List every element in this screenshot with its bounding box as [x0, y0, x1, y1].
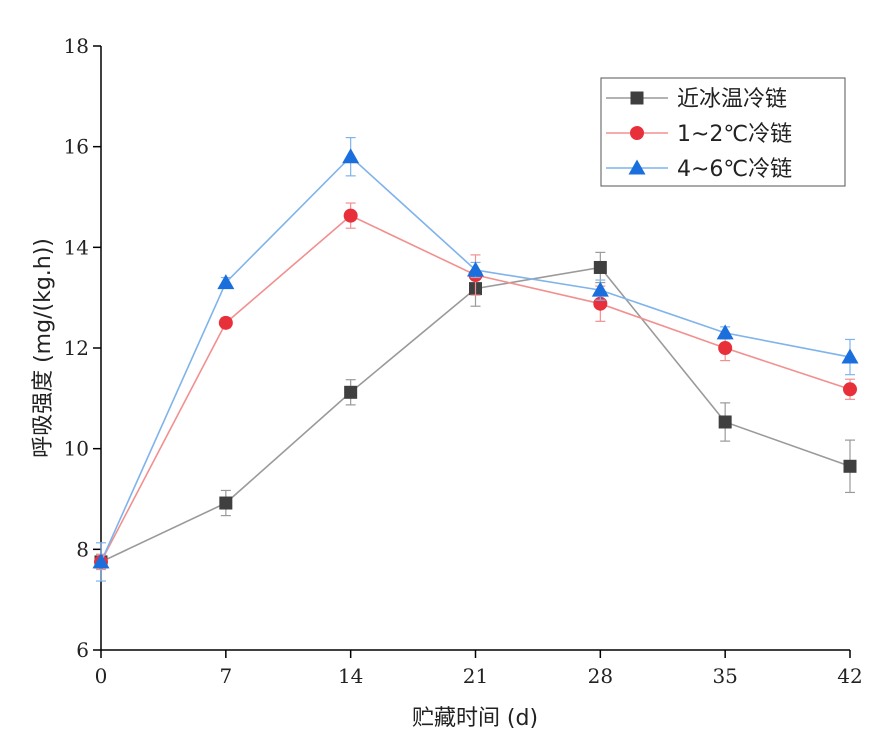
data-point-triangle — [217, 274, 235, 290]
data-point-circle — [718, 341, 733, 355]
legend-marker-circle — [630, 126, 644, 140]
data-point-triangle — [92, 553, 110, 569]
x-tick-label: 7 — [219, 664, 232, 688]
y-ticks: 6 8 10 12 14 16 18 — [64, 34, 101, 662]
legend-label: 4~6℃冷链 — [677, 157, 792, 182]
series-line — [100, 155, 851, 563]
legend-marker-square — [630, 91, 644, 105]
x-tick-label: 35 — [712, 664, 737, 688]
y-tick-label: 16 — [64, 135, 89, 159]
legend-label: 1~2℃冷链 — [677, 122, 792, 147]
x-tick-label: 28 — [588, 664, 613, 688]
data-point-square — [718, 415, 732, 429]
y-tick-label: 14 — [64, 235, 89, 259]
data-point-triangle — [342, 148, 360, 164]
x-ticks: 0 7 14 21 28 35 42 — [95, 650, 863, 688]
legend: 近冰温冷链 1~2℃冷链 4~6℃冷链 — [600, 77, 846, 187]
series-layer — [92, 137, 859, 582]
data-point-square — [843, 459, 857, 473]
series-triangle — [92, 137, 859, 582]
y-tick-label: 10 — [64, 437, 89, 461]
data-point-circle — [343, 208, 358, 223]
data-point-square — [344, 385, 358, 399]
data-point-circle — [218, 315, 233, 330]
data-point-triangle — [591, 281, 609, 297]
x-tick-label: 0 — [95, 664, 108, 688]
x-tick-label: 42 — [837, 664, 862, 688]
legend-marker-triangle — [628, 159, 646, 175]
series-circle — [94, 202, 857, 571]
y-tick-label: 18 — [64, 34, 89, 58]
data-point-triangle — [467, 261, 484, 277]
data-point-square — [593, 260, 607, 274]
y-axis-title: 呼吸强度 (mg/(kg.h)) — [31, 238, 56, 458]
y-tick-label: 6 — [76, 638, 89, 662]
x-tick-label: 21 — [463, 664, 488, 688]
data-point-triangle — [716, 324, 734, 340]
y-tick-label: 8 — [76, 537, 89, 561]
series-square — [94, 251, 857, 571]
x-tick-label: 14 — [338, 664, 363, 688]
x-axis-title: 贮藏时间 (d) — [412, 706, 538, 731]
data-point-square — [219, 496, 233, 510]
data-point-circle — [843, 382, 857, 397]
legend-label: 近冰温冷链 — [677, 87, 787, 112]
data-point-triangle — [841, 348, 859, 364]
y-tick-label: 12 — [64, 336, 89, 360]
